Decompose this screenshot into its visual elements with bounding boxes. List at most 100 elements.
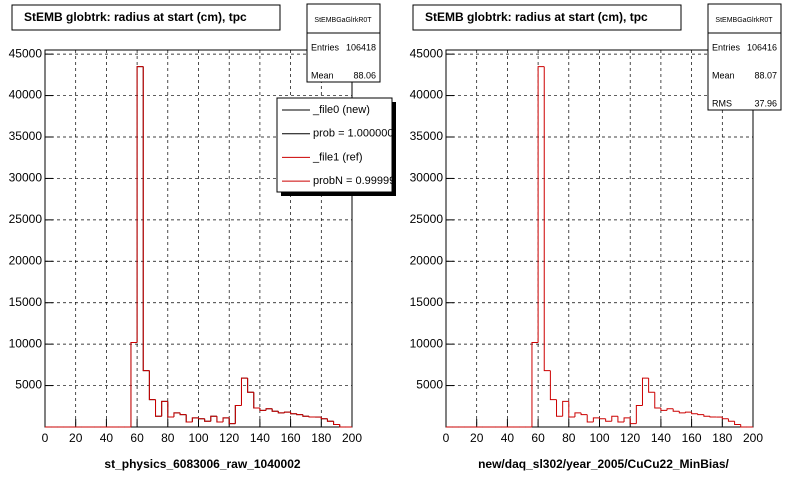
histogram-bin bbox=[185, 414, 193, 423]
x-tick-label: 40 bbox=[100, 431, 114, 445]
histogram-bin bbox=[574, 412, 582, 418]
y-tick-label: 10000 bbox=[410, 336, 444, 350]
legend-label: _file0 (new) bbox=[312, 104, 370, 116]
histogram-bin bbox=[629, 417, 637, 425]
chart-title: StEMB globtrk: radius at start (cm), tpc bbox=[425, 10, 648, 24]
histogram-bin bbox=[562, 400, 569, 417]
histogram-bin bbox=[586, 414, 594, 423]
y-tick-label: 35000 bbox=[9, 129, 43, 143]
x-tick-label: 0 bbox=[42, 431, 49, 445]
histogram-bin bbox=[290, 412, 297, 415]
stats-value: 106416 bbox=[747, 42, 777, 52]
x-tick-label: 200 bbox=[342, 431, 362, 445]
x-tick-label: 20 bbox=[470, 431, 484, 445]
histogram-bin bbox=[672, 408, 680, 412]
x-tick-label: 180 bbox=[712, 431, 732, 445]
title-box bbox=[11, 4, 281, 31]
histogram-bin bbox=[247, 378, 254, 393]
stats-title: StEMBGaGlrkR0T bbox=[715, 17, 773, 24]
histogram-bin bbox=[592, 417, 600, 423]
x-axis-label: new/daq_sl302/year_2005/CuCu22_MinBias/ bbox=[478, 457, 729, 471]
histogram-bin bbox=[709, 416, 717, 418]
histogram-bin bbox=[648, 378, 655, 393]
x-tick-label: 160 bbox=[682, 431, 702, 445]
x-tick-label: 140 bbox=[651, 431, 671, 445]
histogram-bin bbox=[721, 417, 729, 420]
histogram-bin bbox=[703, 414, 711, 417]
histogram-bin bbox=[537, 66, 545, 343]
histogram-bin bbox=[740, 424, 747, 428]
stats-value: 106418 bbox=[346, 42, 376, 52]
y-tick-label: 30000 bbox=[410, 171, 444, 185]
histogram-bin bbox=[641, 377, 649, 406]
histogram-bin bbox=[240, 377, 248, 406]
x-tick-label: 120 bbox=[219, 431, 239, 445]
histogram-bin bbox=[684, 411, 692, 413]
histogram-bin bbox=[155, 399, 162, 417]
histogram-bin bbox=[308, 416, 316, 418]
stats-label: Entries bbox=[712, 42, 741, 52]
histogram-bin bbox=[549, 370, 557, 401]
histogram-bin bbox=[283, 411, 291, 413]
stats-label: Mean bbox=[311, 70, 334, 80]
y-tick-label: 5000 bbox=[15, 378, 42, 392]
chart-title: StEMB globtrk: radius at start (cm), tpc bbox=[24, 10, 247, 24]
histogram-bin bbox=[617, 416, 625, 423]
y-tick-label: 10000 bbox=[9, 336, 43, 350]
histogram-bin bbox=[605, 418, 612, 422]
stats-label: RMS bbox=[712, 98, 732, 108]
x-tick-label: 140 bbox=[250, 431, 270, 445]
x-tick-label: 180 bbox=[311, 431, 331, 445]
stats-title: StEMBGaGlrkR0T bbox=[314, 17, 372, 24]
histogram-bin bbox=[339, 424, 346, 428]
x-tick-label: 200 bbox=[743, 431, 763, 445]
histogram-bin bbox=[191, 417, 199, 423]
histogram-bin bbox=[697, 413, 704, 416]
x-tick-label: 20 bbox=[69, 431, 83, 445]
y-tick-label: 15000 bbox=[410, 295, 444, 309]
histogram-bin bbox=[635, 404, 643, 424]
stats-box bbox=[306, 3, 381, 83]
legend-label: probN = 0.99999 bbox=[313, 175, 395, 187]
histogram-bin bbox=[234, 404, 242, 424]
y-tick-label: 25000 bbox=[410, 212, 444, 226]
y-tick-label: 30000 bbox=[9, 171, 43, 185]
x-tick-label: 160 bbox=[281, 431, 301, 445]
y-tick-label: 40000 bbox=[9, 88, 43, 102]
histogram-bin bbox=[691, 412, 698, 415]
histogram-bin bbox=[136, 66, 144, 343]
y-tick-label: 35000 bbox=[410, 129, 444, 143]
x-axis-label: st_physics_6083006_raw_1040002 bbox=[104, 457, 300, 471]
y-tick-label: 45000 bbox=[9, 46, 43, 60]
histogram-bin bbox=[320, 417, 328, 420]
x-tick-label: 60 bbox=[531, 431, 545, 445]
y-tick-label: 20000 bbox=[410, 253, 444, 267]
stats-box bbox=[707, 3, 782, 111]
y-tick-label: 5000 bbox=[416, 378, 443, 392]
x-tick-label: 100 bbox=[589, 431, 609, 445]
stats-value: 37.96 bbox=[754, 98, 777, 108]
histogram-bin bbox=[580, 412, 588, 416]
histogram-bin bbox=[678, 411, 686, 414]
histogram-bin bbox=[734, 421, 741, 426]
histogram-bin bbox=[296, 413, 303, 416]
stats-label: Entries bbox=[311, 42, 340, 52]
histogram-bin bbox=[531, 341, 539, 427]
histogram-bin bbox=[228, 417, 236, 425]
histogram-bin bbox=[210, 415, 217, 422]
y-tick-label: 20000 bbox=[9, 253, 43, 267]
histogram-bin bbox=[130, 341, 138, 427]
y-tick-label: 15000 bbox=[9, 295, 43, 309]
histogram-bin bbox=[167, 401, 174, 418]
histogram-bin bbox=[333, 421, 340, 426]
pad: 0 20 40 60 80 100 120 140 160 180 200 5000 10000 1500… bbox=[9, 3, 396, 471]
histogram-bin bbox=[148, 370, 156, 401]
y-tick-label: 25000 bbox=[9, 212, 43, 226]
histogram-bin bbox=[568, 401, 575, 418]
histogram-bin bbox=[556, 399, 563, 417]
x-tick-label: 100 bbox=[188, 431, 208, 445]
histogram-bin bbox=[326, 418, 334, 422]
histogram-bin bbox=[611, 415, 618, 422]
stats-value: 88.07 bbox=[754, 70, 777, 80]
x-tick-label: 40 bbox=[501, 431, 515, 445]
